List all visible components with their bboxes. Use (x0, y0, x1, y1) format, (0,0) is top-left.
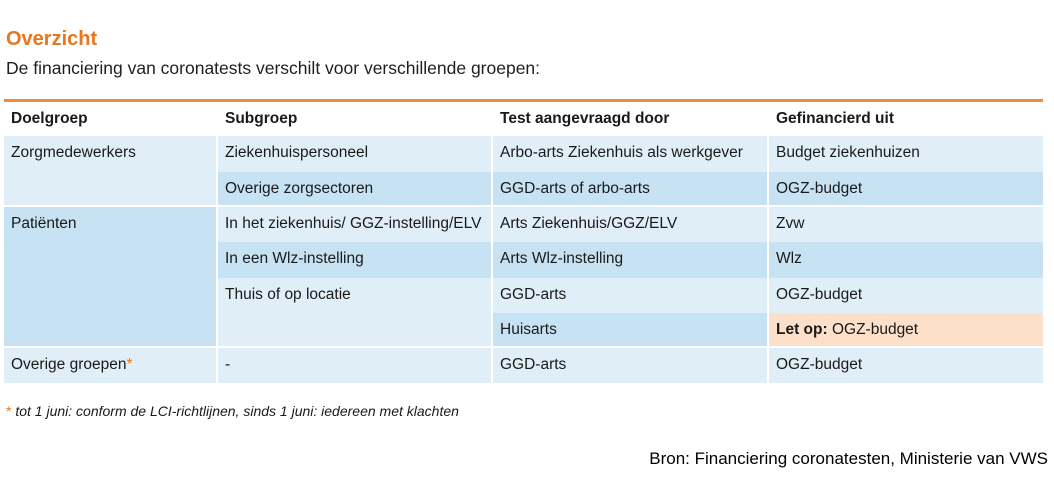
test-cell: Arts Wlz-instelling (493, 242, 769, 278)
column-header-test: Test aangevraagd door (493, 102, 769, 136)
doelgroep-label: Overige groepen (11, 356, 127, 373)
doelgroep-zorgmedewerkers: Zorgmedewerkers (4, 136, 218, 207)
financiering-cell: OGZ-budget (769, 278, 1043, 313)
test-cell: Huisarts (493, 313, 769, 348)
subgroep-cell: In het ziekenhuis/ GGZ-instelling/ELV (218, 207, 493, 242)
footnote-text: tot 1 juni: conform de LCI-richtlijnen, … (11, 403, 459, 419)
page-title: Overzicht (6, 28, 98, 50)
column-header-financiering: Gefinancierd uit (769, 102, 1043, 136)
header-divider (4, 99, 1043, 102)
financiering-highlight-cell: Let op: OGZ-budget (769, 313, 1043, 348)
financiering-cell: Budget ziekenhuizen (769, 136, 1043, 172)
subgroep-cell: Overige zorgsectoren (218, 172, 493, 207)
financiering-cell: OGZ-budget (769, 172, 1043, 207)
footnote-marker: * (6, 403, 12, 419)
column-header-doelgroep: Doelgroep (4, 102, 218, 136)
footnote-marker: * (126, 356, 133, 373)
financiering-cell: Zvw (769, 207, 1043, 242)
test-cell: GGD-arts (493, 278, 769, 313)
page-subtitle: De financiering van coronatests verschil… (6, 58, 541, 78)
doelgroep-patienten: Patiënten (4, 207, 218, 348)
doelgroep-overige-groepen: Overige groepen* (4, 348, 218, 383)
financing-table: Doelgroep Subgroep Test aangevraagd door… (4, 102, 1043, 390)
test-cell: GGD-arts of arbo-arts (493, 172, 769, 207)
subgroep-cell: - (218, 348, 493, 383)
financiering-cell: OGZ-budget (769, 348, 1043, 383)
test-cell: Arts Ziekenhuis/GGZ/ELV (493, 207, 769, 242)
source-credit: Bron: Financiering coronatesten, Ministe… (649, 449, 1048, 468)
test-cell: GGD-arts (493, 348, 769, 383)
subgroep-cell: In een Wlz-instelling (218, 242, 493, 278)
footnote: * tot 1 juni: conform de LCI-richtlijnen… (6, 403, 459, 419)
subgroep-cell: Ziekenhuispersoneel (218, 136, 493, 172)
test-cell: Arbo-arts Ziekenhuis als werkgever (493, 136, 769, 172)
subgroep-cell: Thuis of op locatie (218, 278, 493, 348)
financiering-value: OGZ-budget (827, 321, 919, 338)
financiering-cell: Wlz (769, 242, 1043, 278)
column-header-subgroep: Subgroep (218, 102, 493, 136)
let-op-label: Let op: (776, 321, 828, 338)
